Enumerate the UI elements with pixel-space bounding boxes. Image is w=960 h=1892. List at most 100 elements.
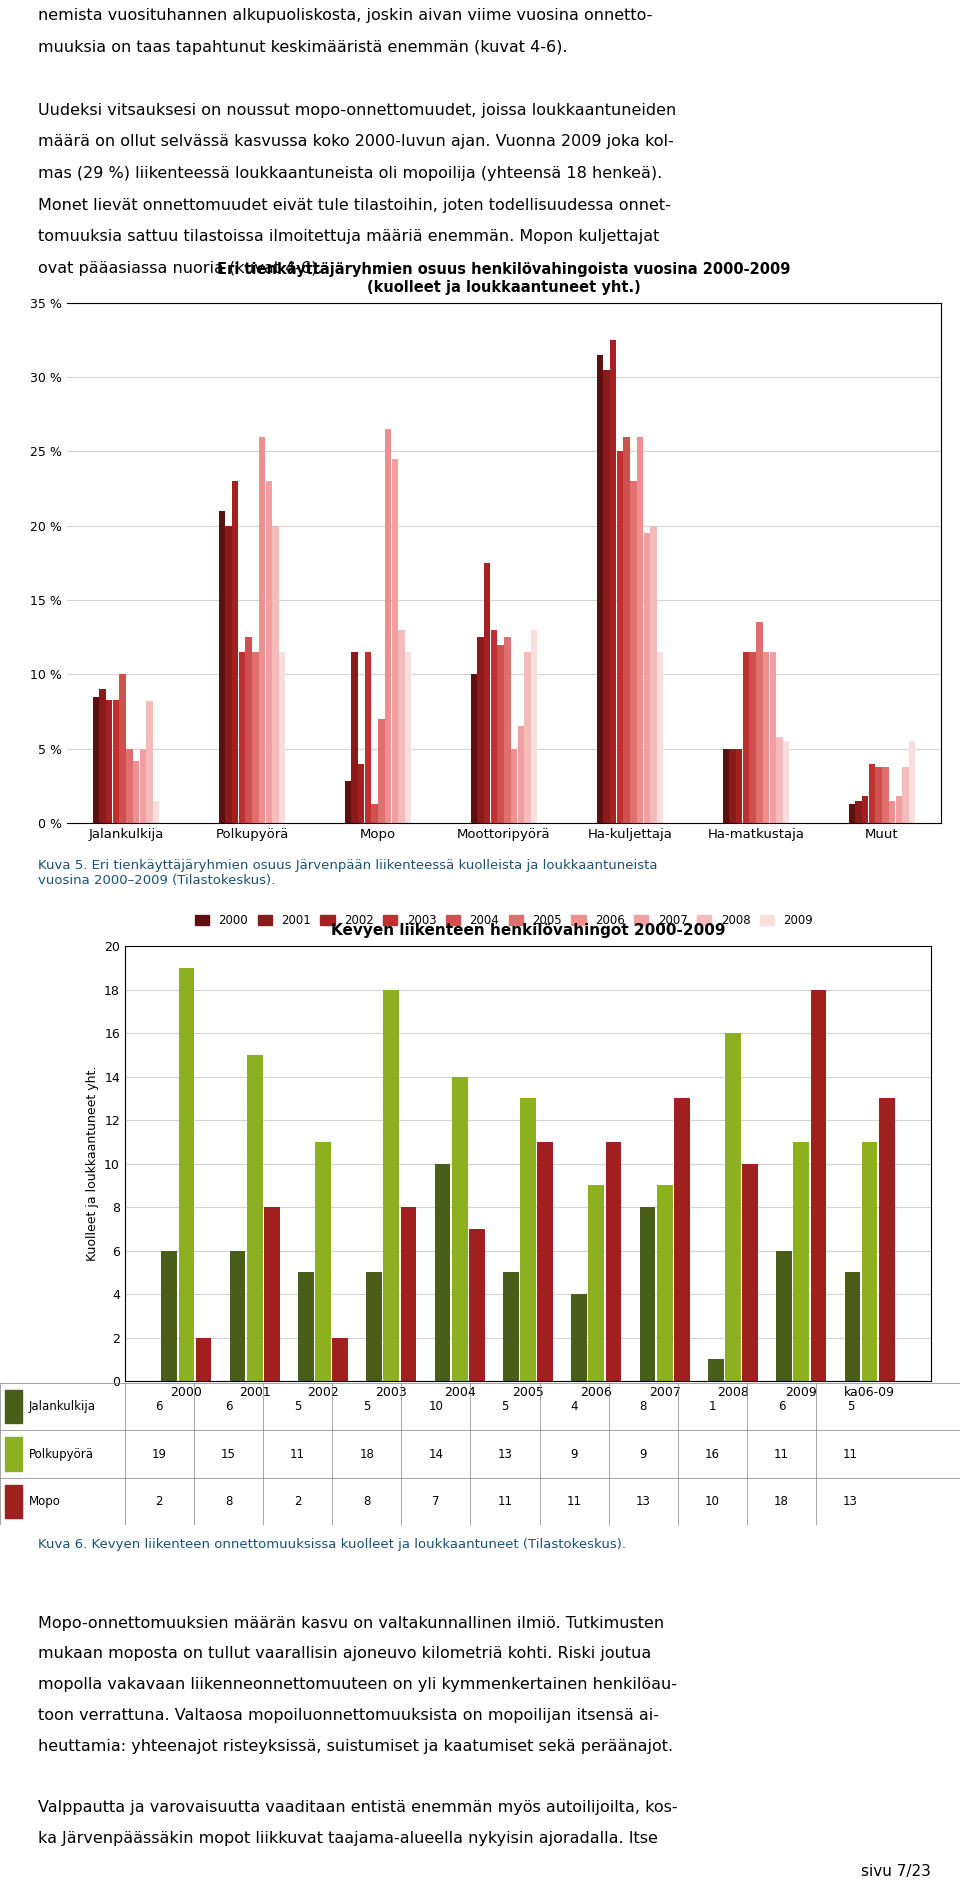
Bar	[777, 736, 782, 823]
Text: 18: 18	[359, 1447, 374, 1461]
Bar	[392, 460, 398, 823]
Bar	[657, 653, 663, 823]
Bar	[491, 630, 497, 823]
Text: Mopo-onnettomuuksien määrän kasvu on valtakunnallinen ilmiö. Tutkimusten: Mopo-onnettomuuksien määrän kasvu on val…	[38, 1616, 664, 1631]
Bar	[606, 1141, 621, 1381]
Text: 6: 6	[225, 1400, 232, 1413]
Bar	[365, 653, 372, 823]
Bar	[511, 749, 517, 823]
Bar	[226, 526, 231, 823]
Bar	[531, 630, 538, 823]
Text: 2: 2	[156, 1495, 163, 1508]
Bar	[623, 437, 630, 823]
Bar	[902, 766, 909, 823]
Text: 13: 13	[497, 1447, 513, 1461]
Text: 13: 13	[843, 1495, 858, 1508]
Bar	[232, 481, 238, 823]
Bar	[862, 1141, 877, 1381]
Text: Kuva 6. Kevyen liikenteen onnettomuuksissa kuolleet ja loukkaantuneet (Tilastoke: Kuva 6. Kevyen liikenteen onnettomuuksis…	[38, 1538, 626, 1551]
Bar	[524, 653, 531, 823]
Bar	[777, 1251, 792, 1381]
Bar	[126, 749, 132, 823]
Text: 5: 5	[294, 1400, 301, 1413]
Bar	[132, 761, 139, 823]
Bar	[351, 653, 358, 823]
Bar	[588, 1184, 604, 1381]
Bar	[736, 749, 742, 823]
Bar	[770, 653, 776, 823]
Bar	[5, 1391, 22, 1423]
Bar	[252, 653, 258, 823]
Bar	[470, 674, 477, 823]
Bar	[179, 967, 194, 1381]
Bar	[750, 653, 756, 823]
Text: 5: 5	[363, 1400, 371, 1413]
Bar	[435, 1164, 450, 1381]
Text: 11: 11	[497, 1495, 513, 1508]
Text: 1: 1	[708, 1400, 716, 1413]
Bar	[452, 1077, 468, 1381]
Legend: 2000, 2001, 2002, 2003, 2004, 2005, 2006, 2007, 2008, 2009: 2000, 2001, 2002, 2003, 2004, 2005, 2006…	[190, 910, 818, 931]
Bar	[315, 1141, 331, 1381]
Bar	[99, 689, 106, 823]
Bar	[876, 766, 882, 823]
Text: 8: 8	[225, 1495, 232, 1508]
Text: Monet lievät onnettomuudet eivät tule tilastoihin, joten todellisuudessa onnet-: Monet lievät onnettomuudet eivät tule ti…	[38, 197, 671, 212]
Bar	[882, 766, 889, 823]
Bar	[196, 1338, 211, 1381]
Bar	[259, 437, 265, 823]
Text: ovat pääasiassa nuoria (kuvat 4-6).: ovat pääasiassa nuoria (kuvat 4-6).	[38, 261, 323, 276]
Bar	[878, 1097, 895, 1381]
Text: 19: 19	[152, 1447, 167, 1461]
Bar	[725, 1033, 741, 1381]
Bar	[596, 356, 603, 823]
Text: Polkupyörä: Polkupyörä	[29, 1447, 94, 1461]
Bar	[219, 511, 225, 823]
Bar	[909, 742, 916, 823]
Bar	[484, 564, 491, 823]
Text: määrä on ollut selvässä kasvussa koko 2000-luvun ajan. Vuonna 2009 joka kol-: määrä on ollut selvässä kasvussa koko 20…	[38, 134, 674, 149]
Bar	[810, 990, 827, 1381]
Bar	[862, 797, 869, 823]
Bar	[538, 1141, 553, 1381]
Title: Kevyen liikenteen henkilövahingot 2000-2009: Kevyen liikenteen henkilövahingot 2000-2…	[331, 923, 725, 938]
Bar	[517, 727, 524, 823]
Bar	[742, 1164, 757, 1381]
Bar	[358, 764, 365, 823]
Bar	[477, 638, 484, 823]
Text: 10: 10	[428, 1400, 444, 1413]
Text: mas (29 %) liikenteessä loukkaantuneista oli mopoilija (yhteensä 18 henkeä).: mas (29 %) liikenteessä loukkaantuneista…	[38, 166, 662, 182]
Bar	[400, 1207, 417, 1381]
Text: 15: 15	[221, 1447, 236, 1461]
Text: 4: 4	[570, 1400, 578, 1413]
Bar	[723, 749, 729, 823]
Bar	[247, 1056, 263, 1381]
Bar	[372, 804, 378, 823]
Bar	[367, 1271, 382, 1381]
Text: 6: 6	[156, 1400, 163, 1413]
Bar	[730, 749, 735, 823]
Text: ka Järvenpäässäkin mopot liikkuvat taajama-alueella nykyisin ajoradalla. Itse: ka Järvenpäässäkin mopot liikkuvat taaja…	[38, 1831, 659, 1847]
Text: nemista vuosituhannen alkupuoliskosta, joskin aivan viime vuosina onnetto-: nemista vuosituhannen alkupuoliskosta, j…	[38, 8, 653, 23]
Bar	[5, 1485, 22, 1517]
Text: tomuuksia sattuu tilastoissa ilmoitettuja määriä enemmän. Mopon kuljettajat: tomuuksia sattuu tilastoissa ilmoitettuj…	[38, 229, 660, 244]
Bar	[239, 653, 245, 823]
Bar	[385, 429, 392, 823]
Bar	[92, 696, 99, 823]
Bar	[855, 800, 862, 823]
Text: 9: 9	[639, 1447, 647, 1461]
Text: 11: 11	[566, 1495, 582, 1508]
Text: 16: 16	[705, 1447, 720, 1461]
Bar	[845, 1271, 860, 1381]
Text: 5: 5	[847, 1400, 854, 1413]
Bar	[657, 1184, 673, 1381]
Bar	[468, 1230, 485, 1381]
Bar	[571, 1294, 588, 1381]
Text: 13: 13	[636, 1495, 651, 1508]
Bar	[520, 1097, 536, 1381]
Text: Valppautta ja varovaisuutta vaaditaan entistä enemmän myös autoilijoilta, kos-: Valppautta ja varovaisuutta vaaditaan en…	[38, 1799, 678, 1814]
Y-axis label: Kuolleet ja loukkaantuneet yht.: Kuolleet ja loukkaantuneet yht.	[85, 1065, 99, 1262]
Text: sivu 7/23: sivu 7/23	[861, 1864, 931, 1879]
Bar	[708, 1358, 724, 1381]
Bar	[161, 1251, 178, 1381]
